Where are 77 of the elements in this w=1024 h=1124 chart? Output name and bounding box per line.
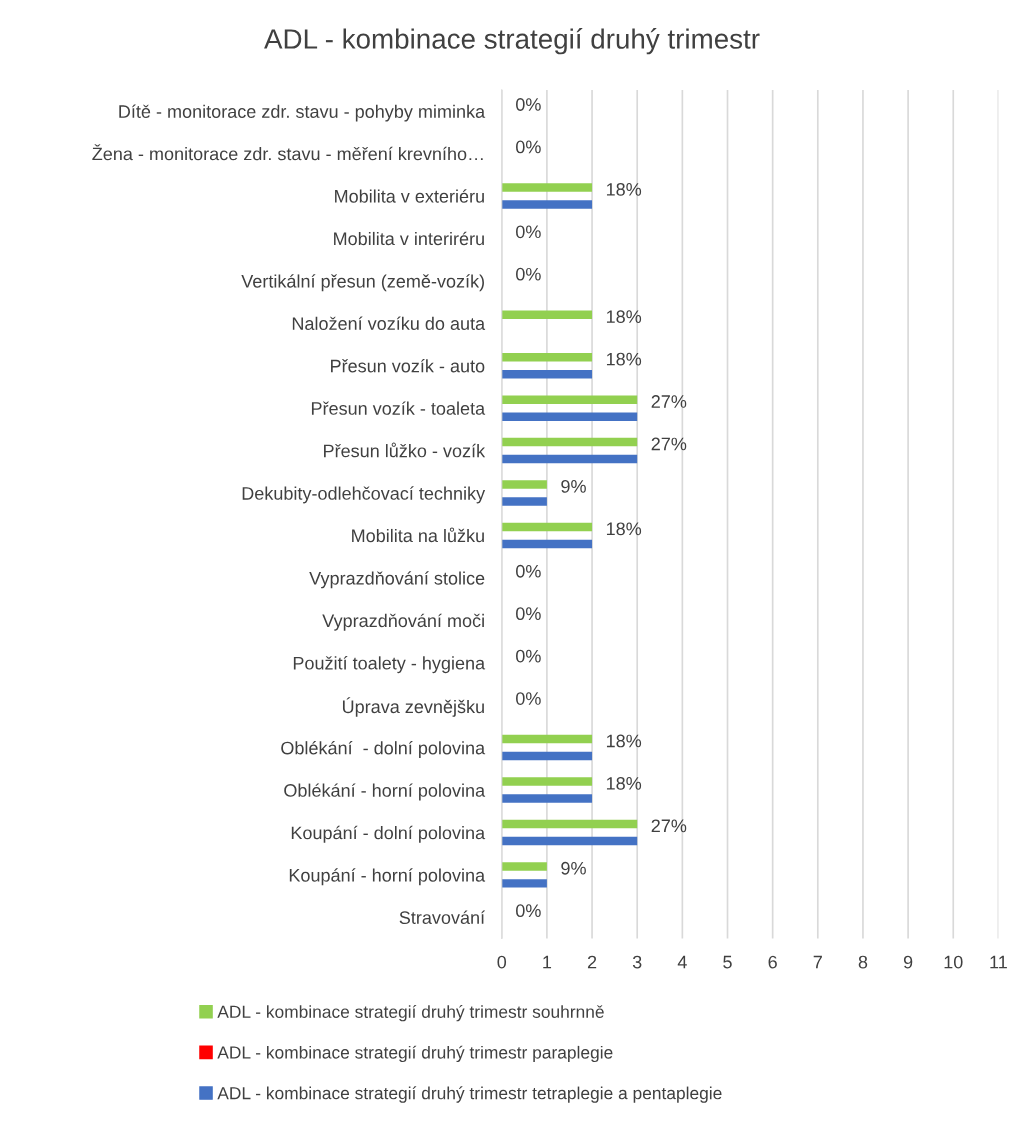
y-tick-label: Žena - monitorace zdr. stavu - měření krevního… [92,144,483,161]
y-tick-label: Úprava zevnějšku [342,697,484,717]
bar [501,497,547,506]
y-tick-label: Vyprazdňování moči [322,613,484,631]
y-tick-label: Mobilita na lůžku [352,527,484,543]
y-tick-label: Koupání - horní polovina [289,868,486,886]
bar [501,310,593,320]
annotation: 27% [651,437,687,451]
annotation: 27% [651,395,687,408]
y-tick-label: Mobilita v exteriéru [335,189,484,203]
x-tick-label: 10 [944,955,963,969]
x-tick-label: 1 [543,955,552,969]
annotation: 18% [606,734,642,748]
annotation: 0% [516,649,541,663]
annotation: 18% [606,182,642,196]
legend-label: ADL - kombinace strategií druhý trimestr souhrnně [217,1004,604,1022]
annotation: 9% [561,861,586,875]
y-tick-label: Přesun vozík - auto [331,358,485,373]
annotation: 18% [606,777,642,790]
x-tick-label: 3 [632,955,642,969]
annotation: 0% [516,225,541,239]
bar [501,734,593,744]
annotation: 18% [606,310,642,324]
annotation: 27% [651,819,687,833]
x-tick-label: 8 [858,955,868,969]
y-tick-label: Použití toalety - hygiena [293,656,486,674]
legend-label: ADL - kombinace strategií druhý trimestr tetraplegie a pentaplegie [217,1086,722,1103]
legend-label: ADL - kombinace strategií druhý trimestr paraplegie [217,1045,613,1063]
y-tick-label: Koupání - dolní polovina [291,825,486,843]
bar [501,862,547,871]
bar [501,395,638,404]
y-tick-label: Stravování [399,910,486,925]
y-tick-label: Oblékání - dolní polovina [281,740,486,758]
y-tick-label: Dítě - monitorace zdr. stavu - pohyby miminka [119,104,486,122]
y-tick-label: Naložení vozíku do auta [292,316,486,331]
annotation: 0% [516,607,541,621]
chart-title: ADL - kombinace strategií druhý trimestr [264,28,760,55]
bar [501,751,593,761]
x-tick-label: 5 [723,955,732,969]
x-tick-label: 9 [903,955,913,969]
x-tick-label: 11 [990,955,1007,969]
y-tick-label: Dekubity-odlehčovací techniky [242,486,486,504]
annotation: 0% [516,267,541,281]
x-tick-label: 0 [497,955,507,969]
bar [501,352,593,362]
bar [501,454,638,464]
annotation: 0% [516,564,541,578]
x-tick-label: 4 [677,955,687,969]
bar [501,539,593,549]
bar [501,794,593,803]
bar [501,369,593,379]
bar [501,836,638,846]
x-tick-label: 2 [587,955,597,969]
annotation: 0% [516,692,541,705]
bar [501,183,593,192]
y-tick-label: Přesun vozík - toaleta [311,401,486,415]
x-tick-label: 6 [768,955,777,969]
y-tick-label: Přesun lůžko - vozík [324,442,486,458]
x-tick-label: 7 [813,955,822,969]
y-tick-label: Vyprazdňování stolice [309,571,485,589]
bar [501,777,593,786]
bar [501,879,547,888]
annotation: 0% [516,98,541,111]
bar [501,437,638,447]
y-tick-label: Mobilita v interiréru [334,231,484,246]
bar [501,480,547,489]
annotation: 0% [516,904,541,918]
annotation: 18% [606,352,642,366]
annotation: 18% [606,522,642,536]
annotation: 0% [516,140,541,154]
y-tick-label: Oblékání - horní polovina [284,783,486,801]
bar [501,522,593,532]
y-tick-label: Vertikální přesun (země-vozík) [241,274,484,292]
annotation: 9% [561,479,586,493]
bar [501,412,638,421]
bar [501,200,593,209]
bar [501,819,638,829]
